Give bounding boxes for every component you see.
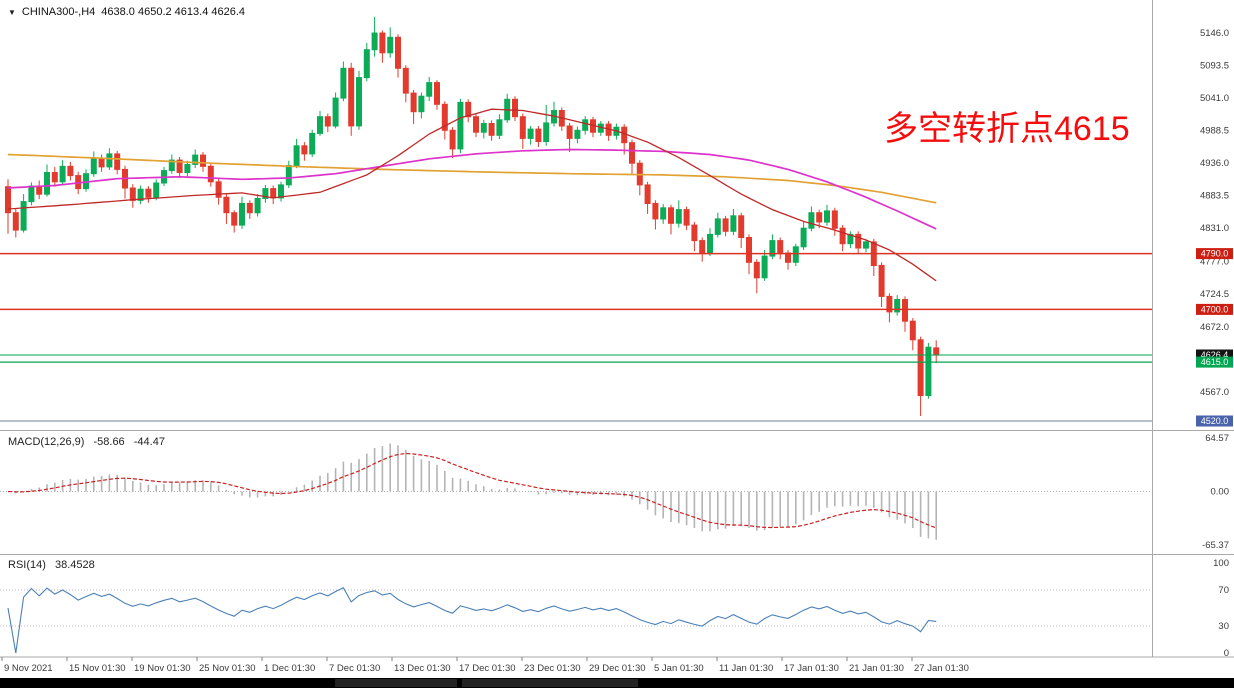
svg-text:4883.5: 4883.5	[1200, 191, 1229, 202]
taskbar[interactable]	[0, 678, 1234, 688]
rsi-line	[7, 586, 937, 654]
svg-text:5146.0: 5146.0	[1200, 28, 1229, 39]
macd-value-main: -58.66	[93, 436, 125, 448]
svg-text:4615.0: 4615.0	[1201, 357, 1229, 367]
time-axis-label: 7 Dec 01:30	[329, 663, 380, 674]
svg-text:4831.0: 4831.0	[1200, 223, 1229, 234]
symbol-header: ▼ CHINA300-,H4 4638.0 4650.2 4613.4 4626…	[8, 6, 245, 18]
svg-text:4724.5: 4724.5	[1200, 289, 1229, 300]
time-axis-label: 29 Dec 01:30	[589, 663, 646, 674]
svg-text:4626.4: 4626.4	[1201, 350, 1229, 360]
ma-orange-slow	[7, 153, 937, 204]
time-axis-label: 9 Nov 2021	[4, 663, 53, 674]
price-tag-4615.0: 4615.0	[1196, 356, 1233, 368]
time-axis-label: 11 Jan 01:30	[719, 663, 773, 674]
svg-text:4790.0: 4790.0	[1201, 249, 1229, 259]
svg-text:4936.0: 4936.0	[1200, 158, 1229, 169]
time-axis[interactable]: 9 Nov 2021 15 Nov 01:30 19 Nov 01:30 25 Nov…	[1, 657, 969, 674]
svg-text:4777.0: 4777.0	[1200, 257, 1229, 268]
time-axis-label: 17 Jan 01:30	[784, 663, 839, 674]
symbol-collapse-icon[interactable]: ▼	[8, 7, 16, 17]
svg-text:4567.0: 4567.0	[1200, 387, 1229, 398]
time-axis-label: 21 Jan 01:30	[849, 663, 904, 674]
macd-signal-line	[7, 452, 937, 529]
rsi-axis-label: 70	[1218, 585, 1229, 596]
macd-axis-label: 0.00	[1211, 487, 1230, 498]
taskbar-item[interactable]	[335, 679, 457, 687]
time-axis-label: 13 Dec 01:30	[394, 663, 451, 674]
time-axis-label: 27 Jan 01:30	[914, 663, 969, 674]
time-axis-label: 5 Jan 01:30	[654, 663, 704, 674]
macd-value-signal: -44.47	[133, 436, 165, 448]
svg-text:4520.0: 4520.0	[1201, 416, 1229, 426]
macd-panel-label: MACD(12,26,9) -58.66 -44.47	[8, 436, 171, 448]
price-tag-4520.0: 4520.0	[1196, 415, 1233, 427]
time-axis-label: 1 Dec 01:30	[264, 663, 315, 674]
macd-title: MACD(12,26,9)	[8, 436, 85, 448]
price-tag-4626.4: 4626.4	[1196, 349, 1233, 361]
ma-magenta-mid	[7, 148, 937, 230]
time-axis-label: 19 Nov 01:30	[134, 663, 191, 674]
time-axis-label: 15 Nov 01:30	[69, 663, 126, 674]
svg-text:4988.5: 4988.5	[1200, 126, 1229, 137]
rsi-axis-label: 30	[1218, 621, 1229, 632]
macd-axis-label: 64.57	[1205, 433, 1229, 444]
symbol-label: CHINA300-,H4	[21, 6, 96, 18]
svg-text:4672.0: 4672.0	[1200, 322, 1229, 333]
svg-text:5041.0: 5041.0	[1200, 93, 1229, 104]
time-axis-label: 25 Nov 01:30	[199, 663, 256, 674]
svg-text:4700.0: 4700.0	[1201, 304, 1229, 314]
time-axis-label: 23 Dec 01:30	[524, 663, 581, 674]
ohlc-values: 4638.0 4650.2 4613.4 4626.4	[101, 6, 246, 18]
rsi-axis-label: 0	[1224, 648, 1229, 659]
rsi-axis-label: 100	[1213, 558, 1229, 569]
time-axis-label: 17 Dec 01:30	[459, 663, 516, 674]
rsi-panel-label: RSI(14) 38.4528	[8, 559, 101, 571]
annotation-text[interactable]: 多空转折点4615	[884, 110, 1130, 148]
rsi-title: RSI(14)	[8, 559, 46, 571]
price-axis-labels[interactable]: 5146.0 5093.5 5041.0 4988.5 4936.0 4883.5 4831…	[1200, 28, 1229, 398]
candles	[5, 16, 940, 416]
price-tag-4790.0: 4790.0	[1196, 248, 1233, 260]
macd-axis-label: -65.37	[1202, 540, 1229, 551]
rsi-value: 38.4528	[54, 559, 95, 571]
price-tag-4700.0: 4700.0	[1196, 303, 1233, 315]
svg-text:5093.5: 5093.5	[1200, 61, 1229, 72]
ma-red-fast	[7, 108, 937, 282]
taskbar-item[interactable]	[462, 679, 638, 687]
